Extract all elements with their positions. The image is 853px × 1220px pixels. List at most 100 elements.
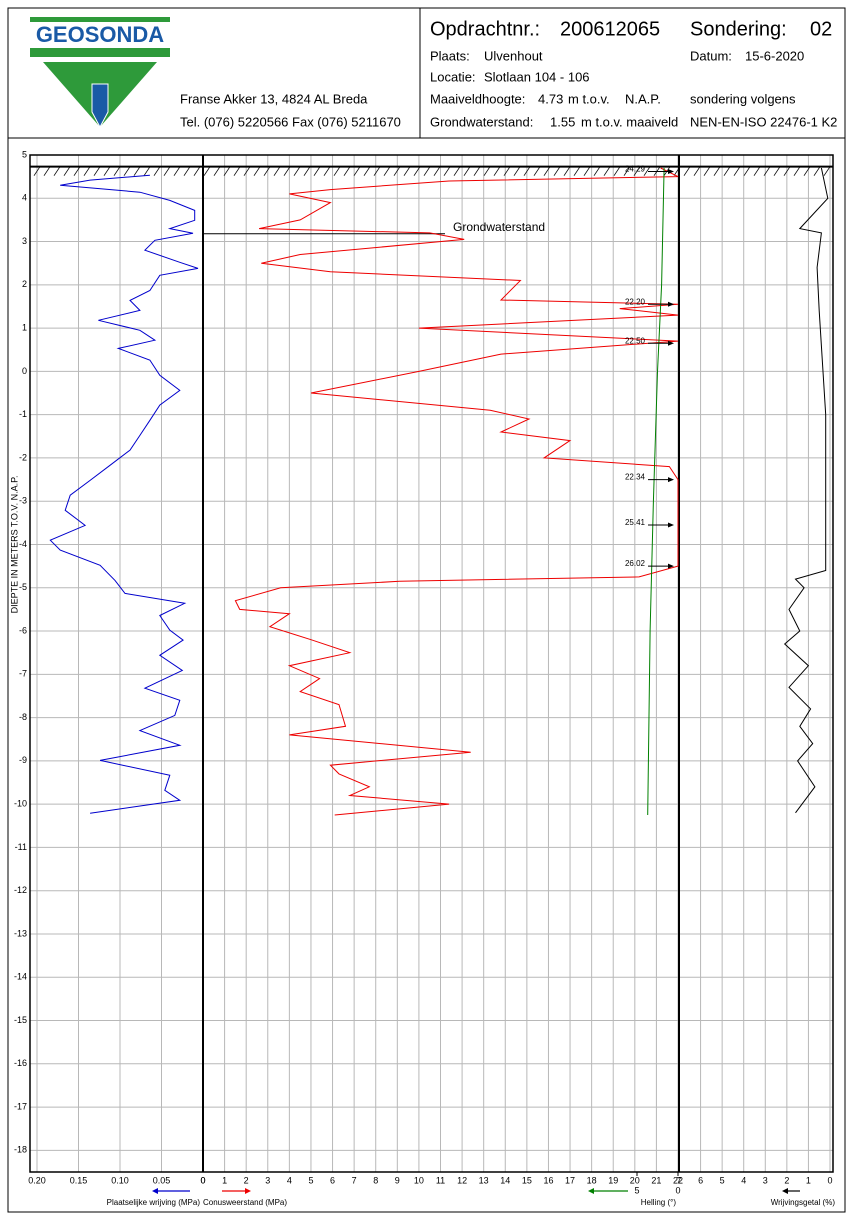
y-tick-label: -10 xyxy=(14,799,27,809)
x-tick-label: 5 xyxy=(634,1185,639,1195)
y-tick-label: -11 xyxy=(15,842,27,852)
x-tick-label: 3 xyxy=(763,1175,768,1185)
x-tick-label: 0.05 xyxy=(153,1175,171,1185)
hatch xyxy=(433,166,441,176)
plot-frame xyxy=(29,154,834,1173)
marker-arrowhead xyxy=(668,477,674,483)
hatch xyxy=(303,166,311,176)
hatch xyxy=(713,166,721,176)
x-tick-label: 1 xyxy=(222,1175,227,1185)
x-tick-label: 7 xyxy=(676,1175,681,1185)
hatch xyxy=(753,166,761,176)
hatch xyxy=(333,166,341,176)
location: Slotlaan 104 - 106 xyxy=(484,69,590,84)
hatch xyxy=(483,166,491,176)
x-tick-label: 15 xyxy=(522,1175,532,1185)
x-tick-label: 0.10 xyxy=(111,1175,129,1185)
hatch xyxy=(573,166,581,176)
x-axis-label: Wrijvingsgetal (%) xyxy=(771,1198,836,1207)
sounding-label: Sondering: xyxy=(690,18,787,40)
legend-arrowhead xyxy=(588,1188,594,1194)
hatch xyxy=(103,166,111,176)
y-tick-label: -7 xyxy=(19,669,27,679)
date: 15-6-2020 xyxy=(745,48,804,63)
hatch xyxy=(643,166,651,176)
y-tick-label: -12 xyxy=(14,885,27,895)
standard: NEN-EN-ISO 22476-1 K2 xyxy=(690,114,837,129)
hatch xyxy=(383,166,391,176)
x-axis-label: Helling (°) xyxy=(641,1198,677,1207)
x-tick-label: 22 xyxy=(673,1175,683,1185)
hatch xyxy=(143,166,151,176)
x-tick-label: 21 xyxy=(651,1175,661,1185)
location-label: Locatie: xyxy=(430,69,476,84)
logo-bar xyxy=(30,48,170,57)
date-label: Datum: xyxy=(690,48,732,63)
x-tick-label: 1 xyxy=(806,1175,811,1185)
x-tick-label: 7 xyxy=(352,1175,357,1185)
hatch xyxy=(113,166,121,176)
hatch xyxy=(173,166,181,176)
hatch xyxy=(403,166,411,176)
marker-label: 25.41 xyxy=(625,518,646,527)
marker-arrowhead xyxy=(668,301,674,307)
hatch xyxy=(53,166,61,176)
hatch xyxy=(83,166,91,176)
hatch xyxy=(613,166,621,176)
hatch xyxy=(323,166,331,176)
x-tick-label: 17 xyxy=(565,1175,575,1185)
hatch xyxy=(373,166,381,176)
hatch xyxy=(553,166,561,176)
place-label: Plaats: xyxy=(430,48,470,63)
x-tick-label: 9 xyxy=(395,1175,400,1185)
groundwater-label: Grondwaterstand: xyxy=(430,114,533,129)
y-tick-label: -3 xyxy=(19,496,27,506)
hatch xyxy=(283,166,291,176)
hatch xyxy=(793,166,801,176)
groundwater-annotation: Grondwaterstand xyxy=(453,220,545,234)
hatch xyxy=(723,166,731,176)
y-tick-label: 5 xyxy=(22,149,27,159)
x-tick-label: 0.20 xyxy=(28,1175,46,1185)
x-tick-label: 2 xyxy=(244,1175,249,1185)
marker-label: 26.02 xyxy=(625,559,646,568)
x-tick-label: 6 xyxy=(698,1175,703,1185)
x-tick-label: 18 xyxy=(587,1175,597,1185)
hatch xyxy=(523,166,531,176)
hatch xyxy=(463,166,471,176)
y-tick-label: -6 xyxy=(19,625,27,635)
x-tick-label: 5 xyxy=(308,1175,313,1185)
y-tick-label: -18 xyxy=(14,1145,27,1155)
hatch xyxy=(213,166,221,176)
hatch xyxy=(743,166,751,176)
marker-label: 22.20 xyxy=(625,297,646,306)
x-tick-label: 0 xyxy=(827,1175,832,1185)
hatch xyxy=(423,166,431,176)
cpt-curve xyxy=(49,174,199,814)
hatch xyxy=(243,166,251,176)
hatch xyxy=(763,166,771,176)
x-tick-label: 13 xyxy=(479,1175,489,1185)
marker-label: 22.34 xyxy=(625,473,646,482)
phone: Tel. (076) 5220566 Fax (076) 5211670 xyxy=(180,114,401,129)
y-tick-label: -1 xyxy=(19,409,27,419)
y-tick-label: 4 xyxy=(22,193,27,203)
hatch xyxy=(593,166,601,176)
place: Ulvenhout xyxy=(484,48,543,63)
x-tick-label: 0 xyxy=(200,1175,205,1185)
sheet-border xyxy=(7,7,846,1213)
y-axis-label: DIEPTE IN METERS T.O.V. N.A.P. xyxy=(9,476,19,614)
hatch xyxy=(223,166,231,176)
order-label: Opdrachtnr.: xyxy=(430,18,540,40)
hatch xyxy=(273,166,281,176)
hatch xyxy=(183,166,191,176)
x-axis-label: Conusweerstand (MPa) xyxy=(203,1198,287,1207)
hatch xyxy=(73,166,81,176)
hatch xyxy=(683,166,691,176)
hatch xyxy=(533,166,541,176)
x-tick-label: 0.15 xyxy=(70,1175,88,1185)
hatch xyxy=(413,166,421,176)
y-tick-label: -5 xyxy=(19,582,27,592)
hatch xyxy=(233,166,241,176)
